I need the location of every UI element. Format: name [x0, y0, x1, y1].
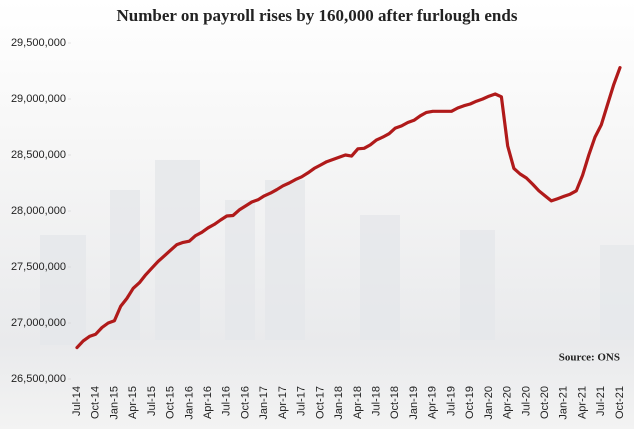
x-tick-label: Oct-15: [165, 386, 177, 419]
x-tick-label: Apr-16: [202, 386, 214, 419]
x-tick-label: Jul-17: [296, 386, 308, 416]
x-tick-label: Apr-17: [277, 386, 289, 419]
x-tick-label: Jan-21: [558, 386, 570, 420]
x-tick-label: Jul-20: [520, 386, 532, 416]
y-tick-label: 28,000,000: [11, 205, 66, 217]
x-tick-label: Jan-19: [408, 386, 420, 420]
source-note: Source: ONS: [559, 352, 620, 364]
chart-title: Number on payroll rises by 160,000 after…: [117, 6, 518, 25]
x-tick-label: Oct-16: [239, 386, 251, 419]
x-tick-label: Oct-21: [614, 386, 626, 419]
y-tick-label: 29,000,000: [11, 93, 66, 105]
x-tick-label: Oct-18: [389, 386, 401, 419]
x-tick-label: Jul-15: [146, 386, 158, 416]
x-tick-label: Apr-15: [127, 386, 139, 419]
x-tick-label: Oct-14: [90, 386, 102, 419]
x-tick-label: Jul-16: [221, 386, 233, 416]
x-tick-label: Apr-21: [576, 386, 588, 419]
x-tick-label: Apr-20: [502, 386, 514, 419]
x-tick-label: Jan-17: [258, 386, 270, 420]
x-tick-label: Oct-19: [464, 386, 476, 419]
x-tick-label: Jan-16: [183, 386, 195, 420]
y-tick-label: 27,000,000: [11, 317, 66, 329]
x-tick-label: Apr-18: [352, 386, 364, 419]
data-line: [75, 66, 622, 350]
x-tick-label: Jul-18: [370, 386, 382, 416]
y-tick-label: 29,500,000: [11, 37, 66, 49]
x-tick-label: Apr-19: [427, 386, 439, 419]
x-tick-label: Jul-14: [71, 386, 83, 416]
skyline: [40, 160, 634, 345]
x-tick-label: Jul-19: [445, 386, 457, 416]
x-tick-label: Oct-20: [539, 386, 551, 419]
x-tick-label: Oct-17: [314, 386, 326, 419]
x-tick-label: Jan-18: [333, 386, 345, 420]
x-tick-label: Jul-21: [595, 386, 607, 416]
y-tick-label: 27,500,000: [11, 261, 66, 273]
y-tick-label: 28,500,000: [11, 149, 66, 161]
y-tick-label: 26,500,000: [11, 373, 66, 385]
x-tick-label: Jan-15: [108, 386, 120, 420]
x-tick-label: Jan-20: [483, 386, 495, 420]
